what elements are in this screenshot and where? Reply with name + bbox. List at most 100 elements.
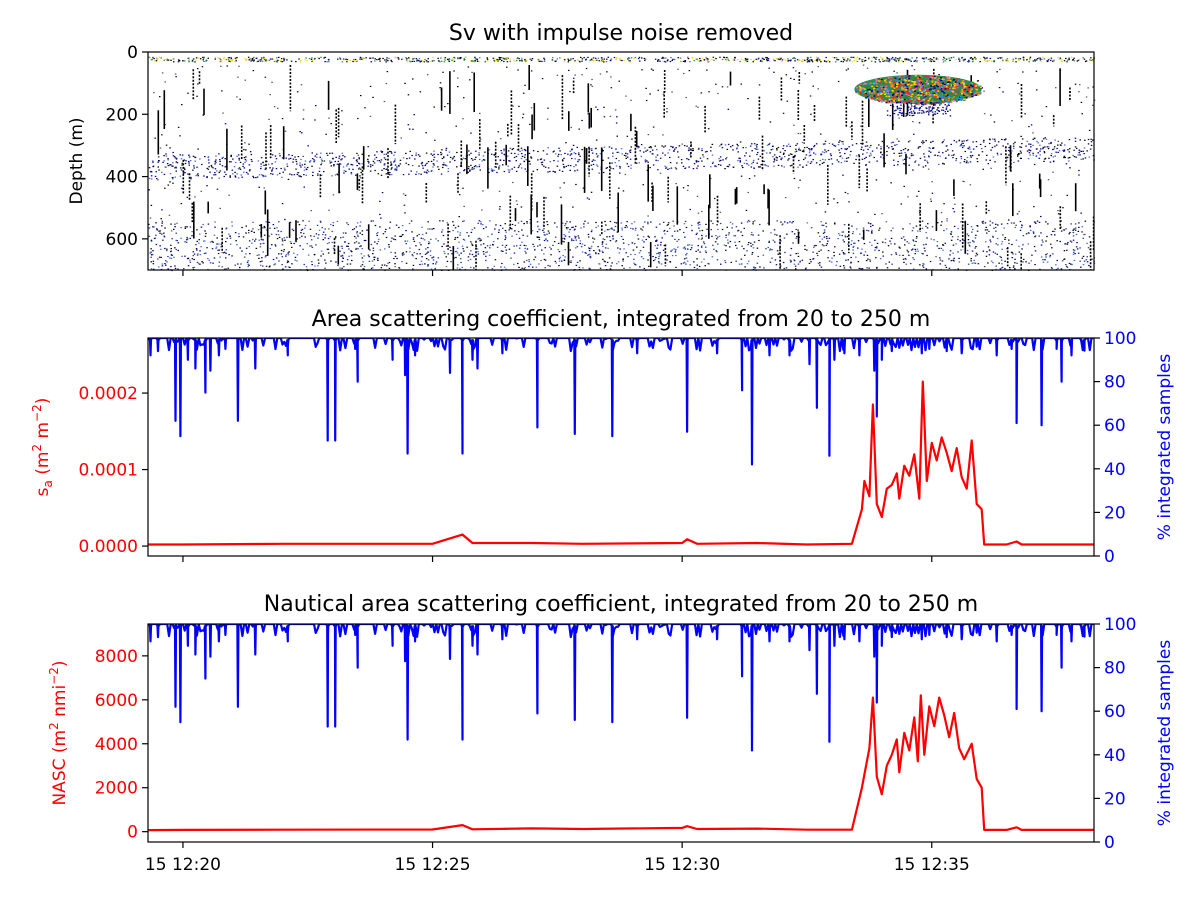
echogram-speck (202, 56, 204, 58)
echogram-speck (825, 244, 828, 246)
echogram-speck (986, 251, 988, 253)
echogram-speck (568, 59, 570, 61)
echogram-speck (293, 174, 296, 176)
echogram-speck (886, 150, 888, 153)
echogram-speck (500, 250, 503, 252)
echogram-speck (296, 173, 299, 176)
echogram-speck (454, 251, 457, 253)
echogram-speck (505, 244, 508, 246)
echogram-speck (499, 224, 502, 227)
echogram-speck (355, 247, 358, 249)
echogram-speck (447, 253, 449, 255)
echogram-speck (211, 166, 213, 168)
echogram-speck (519, 150, 521, 152)
echogram-speck (569, 150, 572, 152)
echogram-speck (855, 58, 857, 60)
echogram-speck (596, 156, 599, 158)
echogram-speck (969, 161, 972, 163)
echogram-speck (795, 228, 797, 230)
echogram-speck (359, 245, 361, 248)
fish-school-speck (874, 97, 877, 99)
echogram-speck (430, 153, 432, 155)
echogram-speck (593, 250, 595, 252)
echogram-speck (204, 235, 207, 237)
echogram-speck (616, 263, 618, 265)
echogram-speck (281, 61, 283, 63)
echogram-speck (595, 57, 597, 59)
echogram-speck (514, 230, 516, 232)
echogram-speck (197, 253, 199, 255)
echogram-speck (162, 239, 164, 241)
echogram-speck (229, 243, 232, 245)
echogram-speck (864, 56, 866, 59)
echogram-speck (437, 257, 440, 259)
echogram-speck (960, 158, 963, 160)
echogram-speck (948, 154, 950, 156)
echogram-speck (420, 163, 423, 165)
echogram-speck (166, 261, 168, 263)
echogram-speck (739, 141, 742, 143)
echogram-speck (235, 161, 237, 164)
echogram-speck (452, 229, 454, 232)
echogram-speck (765, 165, 768, 167)
echogram-speck (304, 166, 306, 168)
echogram-speck (293, 252, 295, 254)
echogram-speck (419, 263, 421, 266)
echogram-speck (261, 174, 263, 176)
echogram-speck (905, 59, 907, 61)
echogram-speck (701, 245, 703, 247)
echogram-speck (370, 61, 372, 63)
echogram-speck (474, 158, 476, 160)
fish-school-speck (903, 101, 906, 104)
echogram-speck (904, 258, 907, 260)
echogram-speck (748, 242, 750, 244)
echogram-speck (569, 221, 571, 223)
echogram-speck (665, 167, 667, 169)
echogram-speck (530, 70, 533, 72)
echogram-speck (275, 168, 278, 170)
echogram-speck (894, 59, 897, 61)
echogram-speck (520, 206, 523, 208)
echogram-speck (157, 258, 159, 260)
echogram-speck (185, 239, 188, 241)
echogram-speck (996, 71, 998, 73)
echogram-speck (236, 244, 238, 246)
echogram-speck (399, 163, 402, 165)
echogram-speck (533, 259, 535, 261)
echogram-speck (663, 230, 665, 232)
echogram-speck (547, 147, 549, 149)
echogram-speck (378, 58, 381, 60)
echogram-speck (982, 141, 985, 143)
echogram-speck (1082, 255, 1085, 257)
echogram-speck (671, 59, 673, 61)
echogram-speck (393, 161, 395, 163)
echogram-speck (519, 60, 521, 62)
echogram-speck (553, 241, 556, 243)
echogram-speck (256, 176, 259, 178)
echogram-speck (759, 166, 762, 168)
echogram-speck (615, 148, 617, 150)
echogram-speck (575, 183, 577, 186)
echogram-speck (627, 58, 629, 60)
echogram-speck (161, 72, 164, 74)
echogram-speck (649, 167, 651, 169)
echogram-speck (578, 159, 581, 161)
echogram-speck (1092, 86, 1094, 88)
echogram-speck (838, 253, 841, 255)
echogram-speck (669, 227, 671, 229)
echogram-speck (896, 58, 899, 60)
echogram-speck (1000, 267, 1003, 269)
echogram-speck (223, 268, 226, 270)
echogram-speck (695, 58, 698, 60)
echogram-speck (496, 171, 498, 174)
echogram-speck (371, 260, 374, 262)
echogram-speck (711, 235, 713, 237)
echogram-speck (921, 220, 924, 222)
echogram-speck (837, 59, 840, 61)
echogram-speck (363, 57, 365, 60)
echogram-speck (940, 224, 942, 226)
echogram-speck (558, 251, 561, 253)
echogram-speck (265, 175, 267, 177)
echogram-speck (573, 77, 575, 79)
echogram-speck (988, 59, 991, 61)
